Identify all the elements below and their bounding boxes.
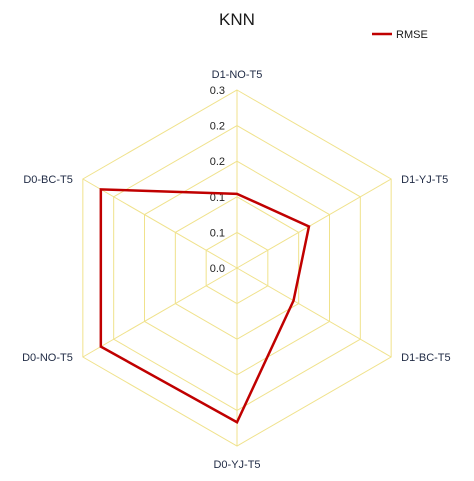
axis-label: D0-BC-T5 [23, 174, 73, 186]
axis-labels: D1-NO-T5 D1-YJ-T5 D1-BC-T5 D0-YJ-T5 D0-NO-T5… [22, 69, 451, 471]
axis-label: D1-BC-T5 [401, 352, 451, 364]
axis-label: D1-NO-T5 [212, 69, 263, 81]
tick-label: 0.1 [210, 227, 225, 239]
grid-spoke [236, 267, 392, 358]
grid-spoke [236, 178, 392, 269]
radar-grid [82, 89, 392, 447]
grid-spoke [82, 178, 238, 269]
legend: RMSE [372, 29, 428, 41]
grid-spoke [82, 267, 238, 358]
tick-label: 0.1 [210, 192, 225, 204]
radial-tick-labels: 0.0 0.1 0.1 0.2 0.2 0.3 [210, 85, 225, 275]
axis-label: D0-YJ-T5 [213, 459, 260, 471]
series-line-rmse [99, 188, 311, 425]
axis-label: D0-NO-T5 [22, 352, 73, 364]
tick-label: 0.0 [210, 263, 225, 275]
chart-title: KNN [219, 10, 255, 29]
tick-label: 0.2 [210, 121, 225, 133]
tick-label: 0.3 [210, 85, 225, 97]
legend-label-rmse: RMSE [396, 29, 428, 41]
axis-label: D1-YJ-T5 [401, 174, 448, 186]
series-layer [99, 188, 311, 425]
tick-label: 0.2 [210, 156, 225, 168]
